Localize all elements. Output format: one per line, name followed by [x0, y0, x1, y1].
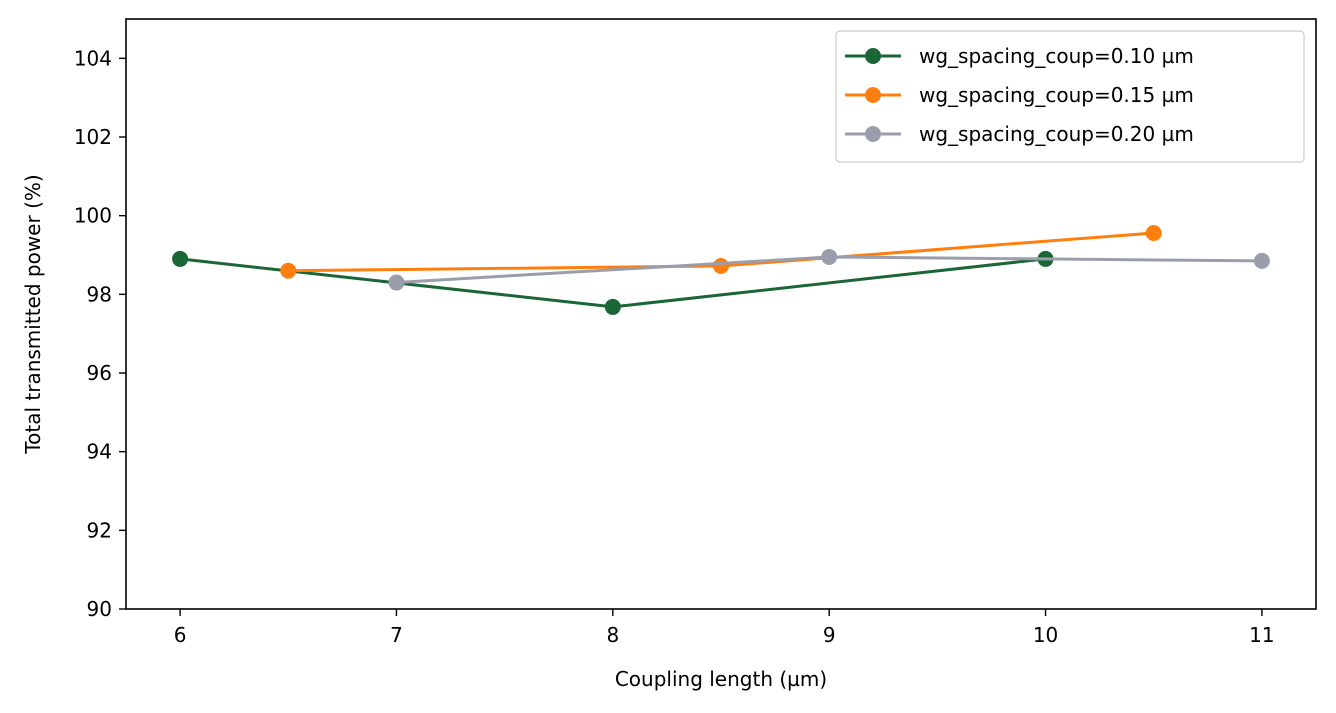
legend-entry: wg_spacing_coup=0.15 µm	[919, 83, 1194, 107]
data-point	[388, 274, 405, 291]
x-tick-label: 11	[1249, 623, 1274, 647]
x-axis-label: Coupling length (µm)	[615, 667, 827, 691]
x-tick-label: 8	[606, 623, 619, 647]
legend-marker	[865, 48, 881, 64]
x-tick-label: 10	[1033, 623, 1058, 647]
y-tick-label: 96	[87, 361, 112, 385]
y-tick-label: 98	[87, 282, 112, 306]
y-tick-label: 102	[74, 125, 112, 149]
series-3	[388, 248, 1270, 291]
y-tick-label: 94	[87, 440, 112, 464]
legend: wg_spacing_coup=0.10 µm wg_spacing_coup=0…	[835, 30, 1305, 163]
legend-entry: wg_spacing_coup=0.10 µm	[919, 44, 1194, 68]
x-tick-label: 7	[390, 623, 403, 647]
data-point	[1145, 224, 1162, 241]
data-point	[713, 258, 729, 275]
legend-marker	[865, 126, 881, 142]
data-point	[1253, 252, 1270, 269]
series-2	[280, 224, 1162, 279]
x-tick-label: 9	[823, 623, 836, 647]
y-tick-label: 104	[74, 46, 112, 70]
legend-marker	[865, 87, 881, 103]
data-point	[821, 248, 838, 265]
y-tick-label: 92	[87, 518, 112, 542]
axes-frame	[125, 18, 1317, 610]
series-1	[172, 250, 1054, 315]
x-tick-label: 6	[174, 623, 187, 647]
data-point	[280, 262, 297, 279]
legend-box	[835, 30, 1305, 163]
y-tick-label: 90	[87, 597, 112, 621]
y-axis-label: Total transmitted power (%)	[21, 174, 45, 454]
y-tick-label: 100	[74, 204, 112, 228]
legend-entry: wg_spacing_coup=0.20 µm	[919, 122, 1194, 146]
plot-area: 6 7 8 9 10 11 90 92 94 96 98 100 102 104	[74, 18, 1317, 647]
data-point	[604, 298, 621, 315]
data-point	[172, 250, 189, 267]
